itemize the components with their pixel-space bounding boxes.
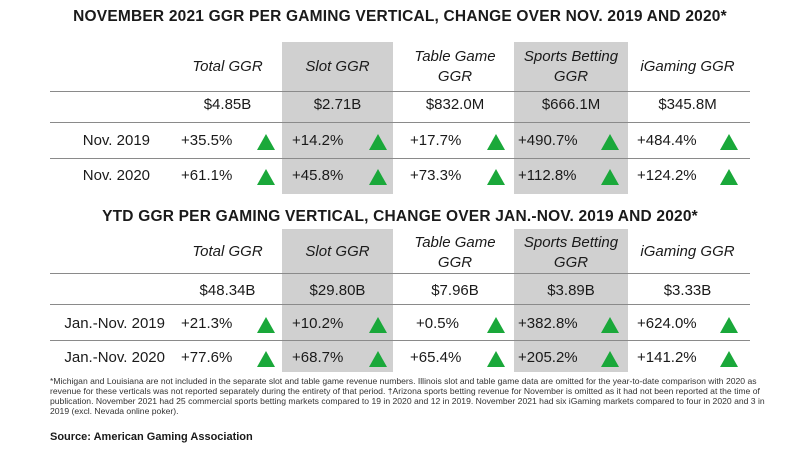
divider (50, 158, 750, 159)
arrow-up-icon (720, 169, 738, 185)
change-value: +490.7% (518, 132, 578, 149)
arrow-up-icon (487, 317, 505, 333)
column-header-total-ggr: Total GGR (192, 58, 263, 75)
divider (50, 122, 750, 123)
arrow-up-icon (487, 351, 505, 367)
shaded-column-sports-betting (514, 229, 628, 372)
arrow-up-icon (487, 169, 505, 185)
table-title: YTD GGR PER GAMING VERTICAL, CHANGE OVER… (102, 208, 698, 225)
shaded-column-slot (282, 42, 393, 194)
total-value: $832.0M (425, 96, 485, 113)
source-credit: Source: American Gaming Association (50, 431, 253, 443)
arrow-up-icon (369, 317, 387, 333)
divider (50, 340, 750, 341)
column-header-table-game-ggr: Table Game GGR (414, 234, 496, 271)
arrow-up-icon (487, 134, 505, 150)
arrow-up-icon (369, 134, 387, 150)
change-value: +61.1% (181, 167, 233, 184)
column-header-total-ggr: Total GGR (192, 243, 263, 260)
row-label: Jan.-Nov. 2020 (64, 349, 165, 366)
change-value: +17.7% (410, 132, 462, 149)
total-value: $29.80B (309, 282, 366, 299)
change-value: +21.3% (181, 315, 233, 332)
total-value: $2.71B (313, 96, 362, 113)
change-value: +77.6% (181, 349, 233, 366)
change-value: +35.5% (181, 132, 233, 149)
column-header-igaming-ggr: iGaming GGR (640, 58, 735, 75)
change-value: +484.4% (637, 132, 697, 149)
table-title: NOVEMBER 2021 GGR PER GAMING VERTICAL, C… (73, 8, 727, 25)
divider (50, 91, 750, 92)
divider (50, 304, 750, 305)
change-value: +112.8% (518, 167, 577, 184)
change-value: +10.2% (292, 315, 344, 332)
column-header-sports-betting-ggr: Sports Betting GGR (523, 48, 619, 85)
total-value: $48.34B (199, 282, 256, 299)
arrow-up-icon (601, 351, 619, 367)
change-value: +14.2% (292, 132, 344, 149)
arrow-up-icon (720, 134, 738, 150)
change-value: +624.0% (637, 315, 697, 332)
total-value: $345.8M (658, 96, 717, 113)
arrow-up-icon (601, 169, 619, 185)
arrow-up-icon (720, 351, 738, 367)
arrow-up-icon (369, 351, 387, 367)
arrow-up-icon (369, 169, 387, 185)
change-value: +68.7% (292, 349, 344, 366)
arrow-up-icon (257, 169, 275, 185)
arrow-up-icon (720, 317, 738, 333)
row-label: Nov. 2020 (82, 167, 150, 184)
change-value: +205.2% (518, 349, 578, 366)
divider (50, 273, 750, 274)
change-value: +141.2% (637, 349, 697, 366)
change-value: +124.2% (637, 167, 697, 184)
row-label: Nov. 2019 (82, 132, 150, 149)
total-value: $3.33B (663, 282, 712, 299)
column-header-igaming-ggr: iGaming GGR (640, 243, 735, 260)
change-value: +73.3% (410, 167, 462, 184)
column-header-slot-ggr: Slot GGR (305, 243, 370, 260)
shaded-column-sports-betting (514, 42, 628, 194)
column-header-slot-ggr: Slot GGR (305, 58, 370, 75)
total-value: $4.85B (203, 96, 252, 113)
total-value: $7.96B (431, 282, 479, 299)
total-value: $3.89B (547, 282, 595, 299)
arrow-up-icon (257, 351, 275, 367)
arrow-up-icon (601, 317, 619, 333)
arrow-up-icon (257, 134, 275, 150)
change-value: +0.5% (416, 315, 459, 332)
column-header-table-game-ggr: Table Game GGR (414, 48, 496, 85)
row-label: Jan.-Nov. 2019 (64, 315, 165, 332)
shaded-column-slot (282, 229, 393, 372)
footnote: *Michigan and Louisiana are not included… (50, 376, 765, 416)
total-value: $666.1M (541, 96, 601, 113)
arrow-up-icon (601, 134, 619, 150)
change-value: +65.4% (410, 349, 462, 366)
arrow-up-icon (257, 317, 275, 333)
change-value: +45.8% (292, 167, 344, 184)
column-header-sports-betting-ggr: Sports Betting GGR (523, 234, 619, 271)
change-value: +382.8% (518, 315, 578, 332)
